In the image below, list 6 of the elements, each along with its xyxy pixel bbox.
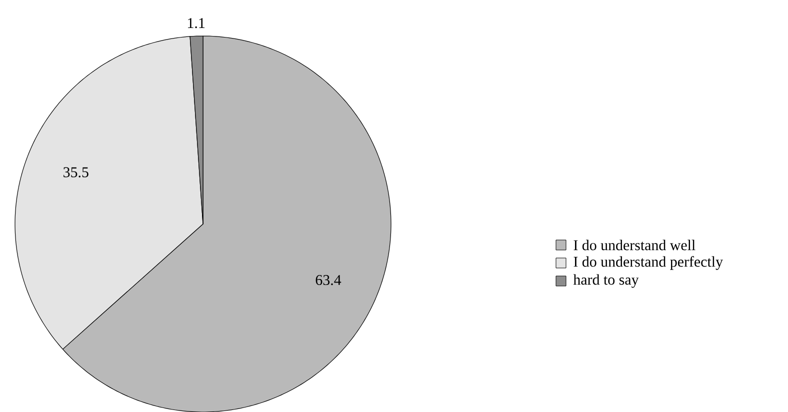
- legend-label: I do understand perfectly: [574, 256, 723, 270]
- data-label: 63.4: [316, 274, 342, 285]
- legend-label: hard to say: [573, 274, 639, 288]
- data-label: 35.5: [64, 167, 88, 178]
- data-label: 1.1: [188, 18, 205, 28]
- legend-label: I do understand well: [574, 240, 696, 250]
